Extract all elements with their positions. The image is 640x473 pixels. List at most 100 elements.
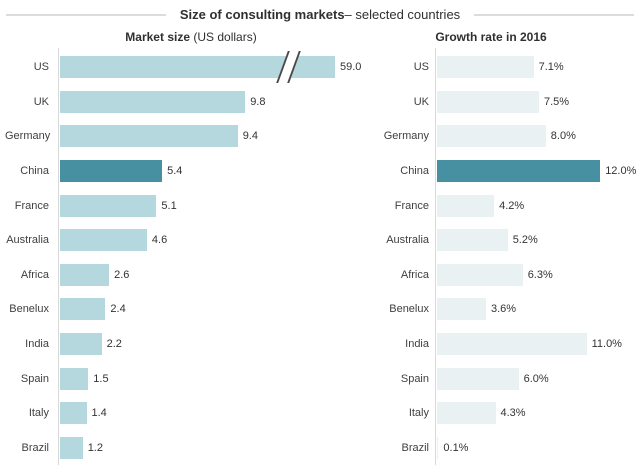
category-label-australia: Australia bbox=[6, 234, 49, 247]
bar-track: 9.8 bbox=[60, 90, 377, 113]
chart-row-us: US 7.1% bbox=[380, 50, 640, 85]
bar-track: 5.1 bbox=[60, 194, 377, 217]
bar-spain bbox=[60, 367, 89, 390]
growth-rate-title-bold: Growth rate in 2016 bbox=[435, 30, 547, 44]
value-label-us: 59.0 bbox=[340, 61, 362, 74]
value-label-china: 5.4 bbox=[167, 165, 183, 178]
page-title-regular: – selected countries bbox=[344, 7, 461, 22]
page-title-bold: Size of consulting markets bbox=[179, 7, 345, 22]
bar-italy bbox=[60, 402, 87, 425]
value-label-brazil: 0.1% bbox=[443, 441, 469, 454]
bar-benelux bbox=[60, 298, 106, 321]
title-rule-right bbox=[474, 14, 635, 16]
bar-benelux bbox=[437, 298, 486, 321]
chart-row-france: France 4.2% bbox=[380, 188, 640, 223]
chart-row-germany: Germany 8.0% bbox=[380, 119, 640, 154]
chart-row-china: China 12.0% bbox=[380, 154, 640, 189]
category-label-africa: Africa bbox=[20, 268, 49, 281]
value-label-spain: 1.5 bbox=[93, 372, 109, 385]
chart-row-brazil: Brazil 1.2 bbox=[5, 431, 377, 466]
value-label-benelux: 3.6% bbox=[491, 303, 517, 316]
bar-us bbox=[60, 51, 335, 84]
bar-track: 2.4 bbox=[60, 298, 377, 321]
bar-track: 5.2% bbox=[437, 229, 640, 252]
bar-track: 59.0 bbox=[60, 51, 377, 84]
page-title: Size of consulting markets – selected co… bbox=[0, 6, 640, 24]
chart-row-france: France 5.1 bbox=[5, 188, 377, 223]
bar-india bbox=[60, 333, 102, 356]
value-label-benelux: 2.4 bbox=[110, 303, 126, 316]
bar-track: 7.1% bbox=[437, 56, 640, 79]
category-label-india: India bbox=[405, 338, 429, 351]
axis-break-icon bbox=[276, 51, 301, 84]
chart-row-us: US 59.0 bbox=[5, 50, 377, 85]
category-label-us: US bbox=[413, 61, 429, 74]
chart-row-italy: Italy 1.4 bbox=[5, 396, 377, 431]
bar-india bbox=[437, 333, 587, 356]
category-label-italy: Italy bbox=[28, 407, 49, 420]
category-label-africa: Africa bbox=[400, 268, 429, 281]
market-size-chart-title: Market size (US dollars) bbox=[5, 28, 377, 48]
bar-track: 6.3% bbox=[437, 263, 640, 286]
bar-italy bbox=[437, 402, 496, 425]
growth-rate-chart-title: Growth rate in 2016 bbox=[380, 28, 602, 48]
bar-track: 9.4 bbox=[60, 125, 377, 148]
chart-row-uk: UK 9.8 bbox=[5, 85, 377, 120]
value-label-italy: 1.4 bbox=[91, 407, 107, 420]
market-size-chart-body: US 59.0 UK 9.8 Germany 9.4 China 5.4 France 5.1 Au… bbox=[5, 48, 377, 466]
market-size-title-bold: Market size bbox=[125, 30, 190, 44]
category-label-france: France bbox=[14, 199, 49, 212]
value-label-africa: 2.6 bbox=[114, 268, 130, 281]
category-label-spain: Spain bbox=[20, 372, 49, 385]
chart-row-benelux: Benelux 2.4 bbox=[5, 292, 377, 327]
bar-uk bbox=[60, 90, 246, 113]
chart-row-spain: Spain 6.0% bbox=[380, 361, 640, 396]
growth-rate-chart: Growth rate in 2016 US 7.1% UK 7.5% Germany 8… bbox=[380, 28, 640, 466]
bar-track: 12.0% bbox=[437, 160, 640, 183]
chart-row-india: India 2.2 bbox=[5, 327, 377, 362]
category-label-italy: Italy bbox=[408, 407, 429, 420]
bar-us bbox=[437, 56, 534, 79]
bar-africa bbox=[437, 263, 523, 286]
growth-rate-chart-body: US 7.1% UK 7.5% Germany 8.0% China 12.0% France 4… bbox=[380, 48, 640, 466]
bar-track: 8.0% bbox=[437, 125, 640, 148]
bar-australia bbox=[60, 229, 147, 252]
bar-track: 5.4 bbox=[60, 160, 377, 183]
market-size-chart: Market size (US dollars) US 59.0 UK 9.8 Germ… bbox=[5, 28, 377, 466]
value-label-china: 12.0% bbox=[605, 165, 637, 178]
value-label-uk: 9.8 bbox=[250, 95, 266, 108]
value-label-africa: 6.3% bbox=[527, 268, 553, 281]
bar-brazil bbox=[437, 436, 439, 459]
bar-france bbox=[60, 194, 157, 217]
value-label-france: 5.1 bbox=[161, 199, 177, 212]
chart-row-spain: Spain 1.5 bbox=[5, 361, 377, 396]
value-label-australia: 4.6 bbox=[151, 234, 168, 247]
value-label-france: 4.2% bbox=[499, 199, 525, 212]
bar-track: 4.6 bbox=[60, 229, 377, 252]
category-label-benelux: Benelux bbox=[389, 303, 429, 316]
value-label-brazil: 1.2 bbox=[87, 441, 103, 454]
bar-germany bbox=[60, 125, 238, 148]
category-label-france: France bbox=[394, 199, 429, 212]
category-label-brazil: Brazil bbox=[21, 441, 49, 454]
chart-row-italy: Italy 4.3% bbox=[380, 396, 640, 431]
chart-row-india: India 11.0% bbox=[380, 327, 640, 362]
value-label-germany: 9.4 bbox=[242, 130, 258, 143]
bar-track: 2.2 bbox=[60, 333, 377, 356]
bar-australia bbox=[437, 229, 508, 252]
chart-row-africa: Africa 6.3% bbox=[380, 258, 640, 293]
value-label-uk: 7.5% bbox=[544, 95, 570, 108]
title-rule-left bbox=[6, 14, 166, 16]
category-label-uk: UK bbox=[33, 95, 49, 108]
chart-row-benelux: Benelux 3.6% bbox=[380, 292, 640, 327]
chart-row-brazil: Brazil 0.1% bbox=[380, 431, 640, 466]
bar-uk bbox=[437, 90, 539, 113]
market-size-y-axis bbox=[58, 48, 59, 466]
bar-africa bbox=[60, 263, 110, 286]
bar-track: 3.6% bbox=[437, 298, 640, 321]
value-label-india: 11.0% bbox=[591, 338, 622, 351]
bar-germany bbox=[437, 125, 546, 148]
chart-row-australia: Australia 5.2% bbox=[380, 223, 640, 258]
category-label-spain: Spain bbox=[400, 372, 429, 385]
